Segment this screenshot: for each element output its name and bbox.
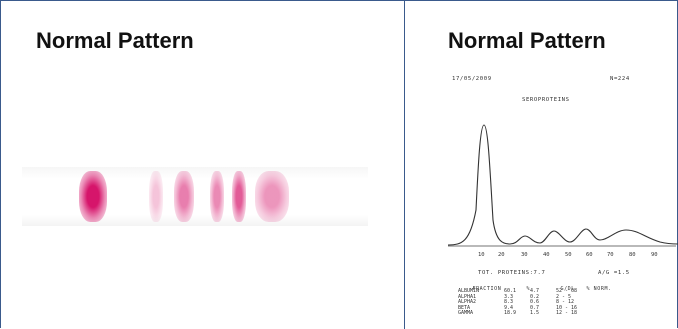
fraction-name: GAMMA: [458, 310, 474, 317]
fraction-norm: 12 - 18: [556, 310, 578, 317]
fraction-percent: 9.4: [504, 304, 514, 311]
fraction-name: ALPHA1: [458, 293, 477, 300]
header-gdl: G/DL: [560, 286, 575, 292]
printout-sample-id: N=224: [610, 76, 630, 82]
gel-band-alpha1: [149, 171, 163, 222]
fraction-name: BETA: [458, 304, 471, 311]
axis-tick-label: 20: [498, 252, 505, 258]
electrophoresis-gel-strip: [22, 167, 368, 226]
fraction-gdl: 4.7: [530, 288, 540, 294]
fraction-table-header: FRACTION% G/DL % NORM.: [458, 280, 646, 298]
gel-band-beta1: [210, 171, 224, 222]
ag-ratio-label: A/G =1.5: [598, 270, 630, 276]
fraction-norm: 8 - 12: [556, 299, 575, 306]
axis-tick-label: 30: [521, 252, 528, 258]
table-row: GAMMA 18.9 1.5 12 - 18: [458, 311, 616, 317]
densitometry-curve: [448, 124, 678, 246]
header-norm: % NORM.: [586, 286, 612, 292]
fraction-norm: 2 - 5: [556, 293, 572, 300]
fraction-table: ALBUMIN 60.1 4.7 52 - 68 ALPHA1 3.3 0.2 2 - 5 …: [458, 288, 616, 317]
fraction-name: ALPHA2: [458, 299, 477, 306]
right-panel-title: Normal Pattern: [448, 28, 606, 53]
header-fraction: FRACTION: [472, 286, 502, 292]
fraction-percent: 3.3: [504, 293, 514, 300]
axis-tick-label: 40: [543, 252, 550, 258]
fraction-gdl: 0.7: [530, 304, 540, 311]
printout-heading: SEROPROTEINS: [522, 97, 570, 103]
table-row: ALPHA1 3.3 0.2 2 - 5: [458, 293, 616, 301]
fraction-name: ALBUMIN: [458, 288, 480, 294]
densitometry-curve-plot: 10 20 30 40 50 60 70 80 90: [448, 124, 678, 258]
left-panel-title: Normal Pattern: [36, 28, 194, 53]
axis-tick-label: 80: [629, 252, 636, 258]
table-row: ALBUMIN 60.1 4.7 52 - 68: [458, 288, 616, 295]
densitometry-printout: 17/05/2009 N=224 SEROPROTEINS 10 20 30 4…: [448, 70, 678, 329]
gel-band-alpha2: [174, 171, 194, 222]
fraction-gdl: 1.5: [530, 310, 540, 317]
fraction-percent: 60.1: [504, 288, 517, 294]
fraction-gdl: 0.2: [530, 293, 540, 300]
fraction-percent: 18.9: [504, 310, 517, 317]
axis-tick-label: 50: [565, 252, 572, 258]
fraction-percent: 8.3: [504, 299, 514, 306]
table-row: BETA 9.4 0.7 10 - 16: [458, 304, 616, 312]
table-row: ALPHA2 8.3 0.6 8 - 12: [458, 300, 616, 306]
axis-ticks: 10 20 30 40 50 60 70 80 90: [478, 252, 658, 258]
axis-tick-label: 90: [651, 252, 658, 258]
gel-band-gamma: [255, 171, 289, 222]
total-proteins-label: TOT. PROTEINS:7.7: [478, 270, 546, 276]
gel-band-beta2: [232, 171, 246, 222]
panel-divider: [404, 0, 405, 329]
header-percent: %: [526, 286, 531, 292]
printout-date: 17/05/2009: [452, 76, 492, 82]
fraction-norm: 10 - 16: [556, 304, 578, 311]
axis-tick-label: 10: [478, 252, 485, 258]
gel-band-albumin: [79, 171, 107, 222]
axis-tick-label: 60: [586, 252, 593, 258]
fraction-gdl: 0.6: [530, 299, 540, 306]
fraction-norm: 52 - 68: [556, 288, 578, 294]
axis-tick-label: 70: [607, 252, 614, 258]
